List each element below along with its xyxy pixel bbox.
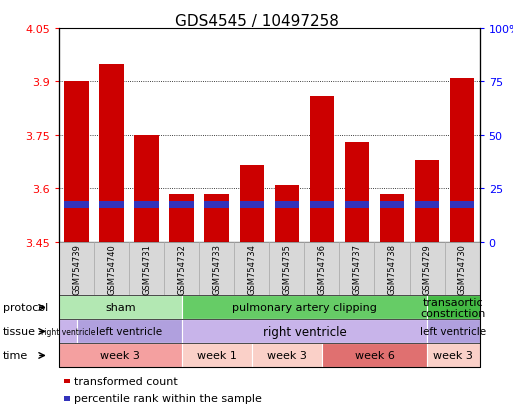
Bar xyxy=(274,202,299,208)
Text: GSM754729: GSM754729 xyxy=(423,244,431,294)
Text: pulmonary artery clipping: pulmonary artery clipping xyxy=(232,303,377,313)
Text: GSM754732: GSM754732 xyxy=(177,244,186,294)
Text: GSM754737: GSM754737 xyxy=(352,243,362,294)
Bar xyxy=(450,202,475,208)
Text: GSM754734: GSM754734 xyxy=(247,244,256,294)
Bar xyxy=(450,78,475,242)
Text: time: time xyxy=(3,351,28,361)
Text: GSM754730: GSM754730 xyxy=(458,244,467,294)
Bar xyxy=(345,202,369,208)
Bar xyxy=(100,202,124,208)
Text: protocol: protocol xyxy=(3,303,48,313)
Text: week 3: week 3 xyxy=(267,351,307,361)
Text: GSM754739: GSM754739 xyxy=(72,244,81,294)
Text: week 6: week 6 xyxy=(354,351,394,361)
Bar xyxy=(380,194,404,242)
Text: GSM754736: GSM754736 xyxy=(318,243,326,294)
Text: sham: sham xyxy=(105,303,135,313)
Bar xyxy=(169,202,194,208)
Bar xyxy=(380,202,404,208)
Text: left ventricle: left ventricle xyxy=(96,327,162,337)
Text: week 3: week 3 xyxy=(101,351,140,361)
Text: transformed count: transformed count xyxy=(74,376,177,386)
Text: GSM754731: GSM754731 xyxy=(142,244,151,294)
Bar xyxy=(205,202,229,208)
Bar xyxy=(310,96,334,242)
Text: week 3: week 3 xyxy=(433,351,473,361)
Text: tissue: tissue xyxy=(3,327,35,337)
Bar xyxy=(274,185,299,242)
Bar xyxy=(345,142,369,242)
Text: transaortic
constriction: transaortic constriction xyxy=(421,297,486,318)
Bar xyxy=(64,202,89,208)
Bar xyxy=(134,135,159,242)
Text: GSM754735: GSM754735 xyxy=(282,244,291,294)
Bar xyxy=(415,202,439,208)
Bar xyxy=(310,202,334,208)
Bar xyxy=(169,194,194,242)
Bar xyxy=(100,64,124,242)
Bar xyxy=(415,160,439,242)
Text: GSM754738: GSM754738 xyxy=(387,243,397,294)
Bar xyxy=(64,82,89,242)
Bar xyxy=(240,202,264,208)
Text: left ventricle: left ventricle xyxy=(420,327,486,337)
Text: right ventricle: right ventricle xyxy=(41,327,95,336)
Bar xyxy=(134,202,159,208)
Bar xyxy=(240,166,264,242)
Text: week 1: week 1 xyxy=(197,351,236,361)
Text: GDS4545 / 10497258: GDS4545 / 10497258 xyxy=(174,14,339,29)
Text: GSM754740: GSM754740 xyxy=(107,244,116,294)
Bar xyxy=(205,194,229,242)
Text: GSM754733: GSM754733 xyxy=(212,243,221,294)
Text: percentile rank within the sample: percentile rank within the sample xyxy=(74,393,262,404)
Text: right ventricle: right ventricle xyxy=(263,325,346,338)
